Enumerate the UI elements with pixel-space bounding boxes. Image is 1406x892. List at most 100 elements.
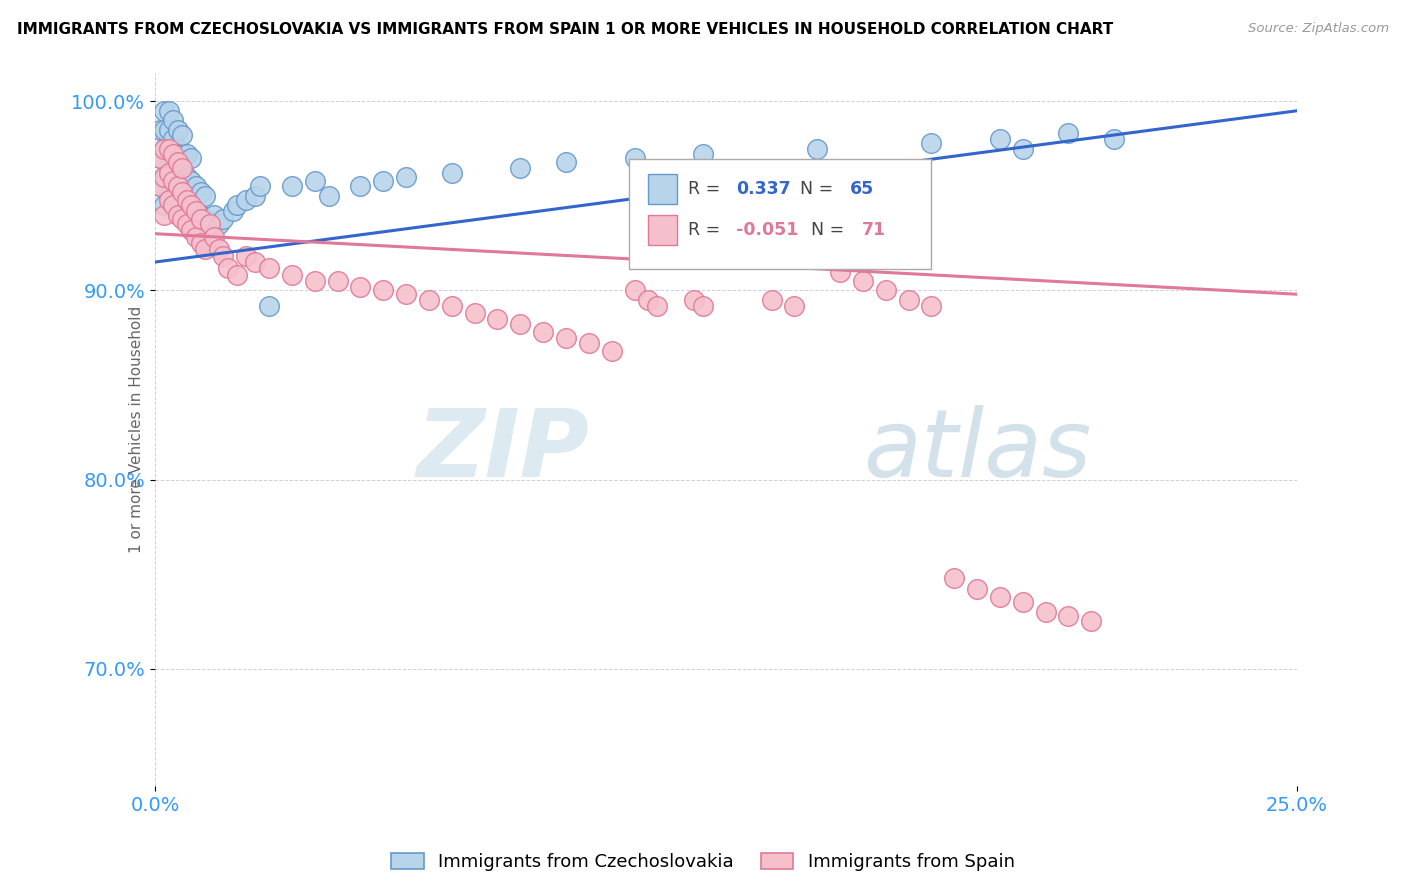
Point [153,122,176,136]
Point [245,255,267,269]
Point [509,161,531,175]
Point [157,122,180,136]
Point [194,211,217,226]
Point [172,161,194,175]
Point [180,151,202,165]
Point [235,193,257,207]
Point [208,242,231,256]
Point [212,249,235,263]
Point [172,189,194,203]
Point [176,217,198,231]
Point [153,208,176,222]
Point [531,325,554,339]
Point [166,179,188,194]
Point [202,208,225,222]
Legend: Immigrants from Czechoslovakia, Immigrants from Spain: Immigrants from Czechoslovakia, Immigran… [384,846,1022,879]
Point [180,174,202,188]
Point [166,179,188,194]
Point [395,287,418,301]
Point [157,103,180,118]
Point [148,122,170,136]
Point [217,260,239,275]
Point [166,142,188,156]
Point [806,142,828,156]
Point [148,179,170,194]
Point [509,318,531,332]
Point [440,299,463,313]
Point [176,169,198,184]
Point [257,260,280,275]
Point [172,128,194,143]
Point [249,179,271,194]
Point [180,198,202,212]
Point [373,174,395,188]
Point [235,249,257,263]
Point [153,169,176,184]
Text: 71: 71 [862,221,886,239]
Point [180,198,202,212]
Text: R =: R = [688,180,725,198]
Point [162,189,184,203]
Point [166,208,188,222]
Text: atlas: atlas [863,405,1091,496]
Point [349,279,371,293]
Point [623,284,645,298]
Point [966,582,988,597]
Point [166,161,188,175]
Point [852,274,875,288]
Text: Source: ZipAtlas.com: Source: ZipAtlas.com [1249,22,1389,36]
Point [349,179,371,194]
Point [988,132,1011,146]
Point [166,122,188,136]
Point [198,217,221,231]
Text: IMMIGRANTS FROM CZECHOSLOVAKIA VS IMMIGRANTS FROM SPAIN 1 OR MORE VEHICLES IN HO: IMMIGRANTS FROM CZECHOSLOVAKIA VS IMMIGR… [17,22,1114,37]
Point [184,204,207,219]
Point [157,166,180,180]
Point [647,299,669,313]
Point [208,217,231,231]
Point [148,151,170,165]
Text: 65: 65 [851,180,875,198]
Point [1011,595,1033,609]
Point [1057,127,1080,141]
Point [226,268,249,283]
Point [692,147,714,161]
Point [162,151,184,165]
Point [153,169,176,184]
Point [172,185,194,199]
Point [221,204,243,219]
Point [190,208,212,222]
Point [162,174,184,188]
Point [395,169,418,184]
Point [257,299,280,313]
Point [304,274,326,288]
Point [162,113,184,128]
Point [464,306,486,320]
Point [920,136,942,150]
Text: ZIP: ZIP [416,405,589,497]
Point [157,161,180,175]
Point [162,132,184,146]
FancyBboxPatch shape [628,159,931,269]
Point [943,571,966,585]
Point [157,193,180,207]
Point [578,336,600,351]
Point [162,169,184,184]
Point [172,211,194,226]
Point [157,142,180,156]
Point [184,230,207,244]
Point [920,299,942,313]
Point [176,193,198,207]
Point [148,151,170,165]
Point [304,174,326,188]
Point [318,189,340,203]
Point [194,242,217,256]
Point [1011,142,1033,156]
Point [875,284,897,298]
Point [245,189,267,203]
Text: N =: N = [811,221,851,239]
Point [486,311,509,326]
Point [623,151,645,165]
Point [157,189,180,203]
Point [172,166,194,180]
